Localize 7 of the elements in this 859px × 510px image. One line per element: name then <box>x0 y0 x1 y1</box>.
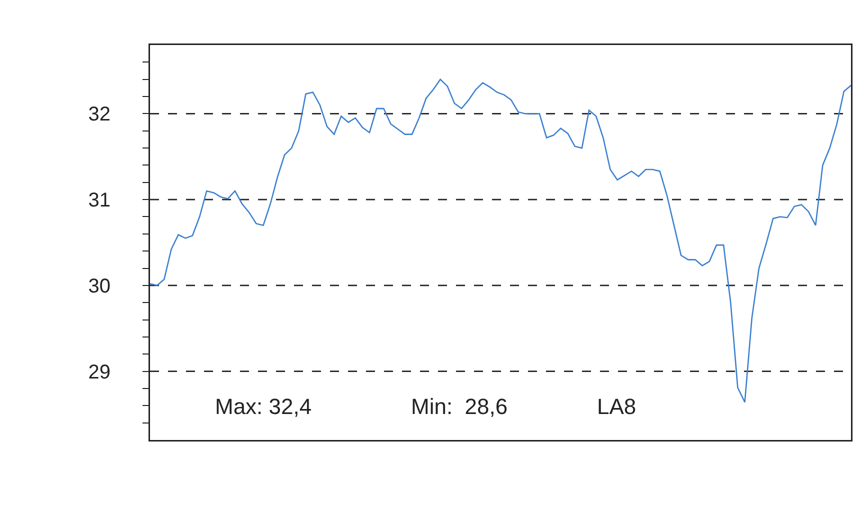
y-tick-label: 32 <box>88 104 110 126</box>
annotation: LA8 <box>597 394 636 419</box>
annotation: Max: 32,4 <box>215 394 312 419</box>
y-tick-label: 31 <box>88 190 110 212</box>
y-tick-label: 30 <box>88 275 110 298</box>
y-tick-label: 29 <box>88 361 110 384</box>
annotation: Min: 28,6 <box>411 394 508 419</box>
